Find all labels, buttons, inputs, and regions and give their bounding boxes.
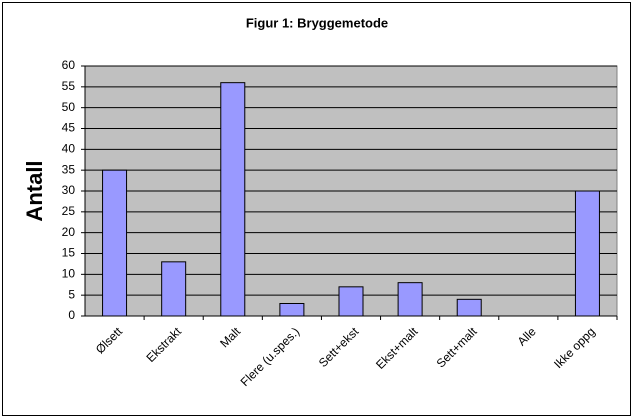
y-tick-label: 30 [62, 183, 76, 197]
y-tick-label: 35 [62, 162, 76, 176]
y-tick-label: 45 [62, 121, 76, 135]
bar [397, 282, 423, 317]
y-tick-label: 5 [68, 287, 75, 301]
bar [574, 190, 600, 317]
y-tick-label: 10 [62, 267, 76, 281]
y-tick-label: 0 [68, 308, 75, 322]
bar [102, 169, 128, 317]
bar [456, 298, 482, 317]
chart-title: Figur 1: Bryggemetode [246, 15, 388, 30]
y-tick-label: 20 [62, 225, 76, 239]
bar [279, 303, 305, 317]
y-tick-label: 40 [62, 142, 76, 156]
y-tick-label: 25 [62, 204, 76, 218]
y-tick-label: 55 [62, 79, 76, 93]
y-tick-label: 15 [62, 246, 76, 260]
y-tick-label: 50 [62, 100, 76, 114]
bar [161, 261, 187, 317]
bar [220, 82, 246, 317]
y-tick-label: 60 [62, 58, 76, 72]
bar [338, 286, 364, 317]
y-axis-label: Antall [22, 160, 47, 221]
